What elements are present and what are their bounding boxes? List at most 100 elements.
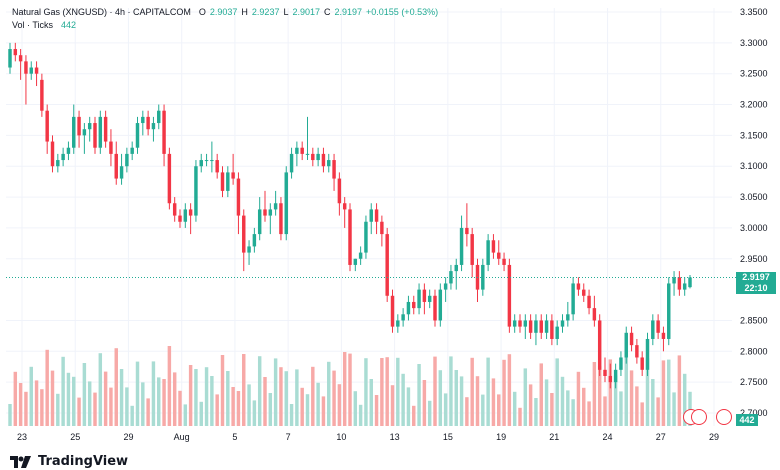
volume-bar xyxy=(125,387,129,426)
candle-body xyxy=(342,203,347,210)
volume-bar xyxy=(534,398,538,426)
candle-body xyxy=(603,369,607,376)
volume-bar xyxy=(337,384,342,426)
candle-body xyxy=(640,357,644,370)
candle-body xyxy=(242,215,246,253)
volume-bar xyxy=(459,376,464,426)
price-axis[interactable]: 3.3500 3.3000 3.2500 3.2000 3.1500 3.1000 3.05… xyxy=(740,7,768,418)
volume-bar xyxy=(61,356,65,426)
price-tick-label: 3.0000 xyxy=(740,223,768,233)
candle-body xyxy=(656,320,660,333)
candle-body xyxy=(247,246,251,253)
price-tick-label: 2.7500 xyxy=(740,377,768,387)
volume-bar xyxy=(40,389,44,426)
candle-body xyxy=(167,153,172,204)
candle-body xyxy=(560,320,565,327)
volume-bar xyxy=(374,395,379,426)
volume-bar xyxy=(613,375,618,426)
event-flag-icon[interactable] xyxy=(716,409,732,425)
candle-body xyxy=(502,258,506,265)
candle-body xyxy=(507,264,512,327)
volume-bar xyxy=(518,407,522,426)
candles xyxy=(8,42,692,389)
candle-body xyxy=(24,61,28,74)
event-flag-icon[interactable] xyxy=(691,409,707,425)
last-price-value: 2.9197 xyxy=(742,272,770,282)
candle-body xyxy=(459,227,464,265)
volume-bar xyxy=(178,390,182,426)
volume-bar xyxy=(151,361,156,426)
volume-bar xyxy=(603,396,607,426)
volume-bar xyxy=(667,359,671,426)
volume-bar xyxy=(672,392,676,426)
volume-bar xyxy=(677,355,682,426)
candle-body xyxy=(401,314,405,321)
high-value: 2.9237 xyxy=(251,7,280,17)
volume-bar xyxy=(566,390,570,426)
candle-body xyxy=(61,153,65,161)
candle-body xyxy=(284,172,288,235)
candle-body xyxy=(555,326,559,339)
close-key: C xyxy=(324,7,331,17)
candle-body xyxy=(661,332,666,339)
volume-bar xyxy=(358,404,363,426)
candle-body xyxy=(528,320,533,333)
change-value: +0.0155 (+0.53%) xyxy=(366,7,439,17)
volume-bar xyxy=(77,397,81,426)
volume-bar xyxy=(364,358,368,426)
candle-body xyxy=(268,209,273,216)
candle-body xyxy=(178,215,182,222)
candle-body xyxy=(72,116,76,148)
tradingview-logo[interactable]: TradingView xyxy=(10,454,128,469)
volume-bar xyxy=(236,391,241,426)
volume-bar xyxy=(608,359,613,426)
candle-body xyxy=(146,116,150,130)
candle-body xyxy=(215,160,219,173)
candle-body xyxy=(539,320,543,333)
time-tick-label: 29 xyxy=(709,432,719,442)
candle-body xyxy=(396,320,400,327)
candle-body xyxy=(327,160,331,167)
candle-body xyxy=(582,289,586,296)
price-tick-label: 2.8000 xyxy=(740,346,768,356)
volume-value: 442 xyxy=(61,20,77,30)
volume-bar xyxy=(470,357,474,426)
candle-body xyxy=(321,153,326,167)
candle-body xyxy=(151,123,156,130)
candle-body xyxy=(18,55,23,62)
volume-bar xyxy=(50,370,55,426)
candle-body xyxy=(289,153,294,173)
candle-body xyxy=(45,110,49,142)
candle-body xyxy=(369,209,373,222)
volume-bar xyxy=(327,361,331,426)
volume-bars xyxy=(8,346,692,426)
volume-bar xyxy=(688,391,692,426)
time-axis[interactable]: 23 25 29 Aug 5 7 10 13 15 19 21 24 27 29 xyxy=(17,432,719,442)
volume-bar xyxy=(252,400,257,426)
candle-body xyxy=(635,345,639,358)
candle-body xyxy=(433,295,437,321)
volume-legend[interactable]: Vol · Ticks 442 xyxy=(12,20,76,30)
candle-body xyxy=(417,289,421,309)
volume-bar xyxy=(380,358,384,426)
candle-body xyxy=(226,172,230,191)
candle-body xyxy=(263,209,267,216)
candle-body xyxy=(311,153,315,161)
open-value: 2.9037 xyxy=(209,7,238,17)
candle-body xyxy=(50,141,55,167)
volume-bar xyxy=(13,371,18,426)
high-key: H xyxy=(241,7,248,17)
time-tick-label: 5 xyxy=(232,432,237,442)
symbol-title[interactable]: Natural Gas (XNGUSD) · 4h · CAPITALCOM xyxy=(12,7,191,17)
volume-bar xyxy=(204,367,209,426)
volume-bar xyxy=(82,363,87,426)
volume-bar xyxy=(284,371,288,426)
volume-bar xyxy=(635,386,639,426)
volume-bar xyxy=(119,369,124,426)
candle-body xyxy=(374,209,379,222)
volume-bar xyxy=(167,346,172,426)
volume-bar xyxy=(130,405,134,426)
volume-bar xyxy=(29,366,33,426)
symbol-legend[interactable]: Natural Gas (XNGUSD) · 4h · CAPITALCOM O… xyxy=(12,7,438,17)
